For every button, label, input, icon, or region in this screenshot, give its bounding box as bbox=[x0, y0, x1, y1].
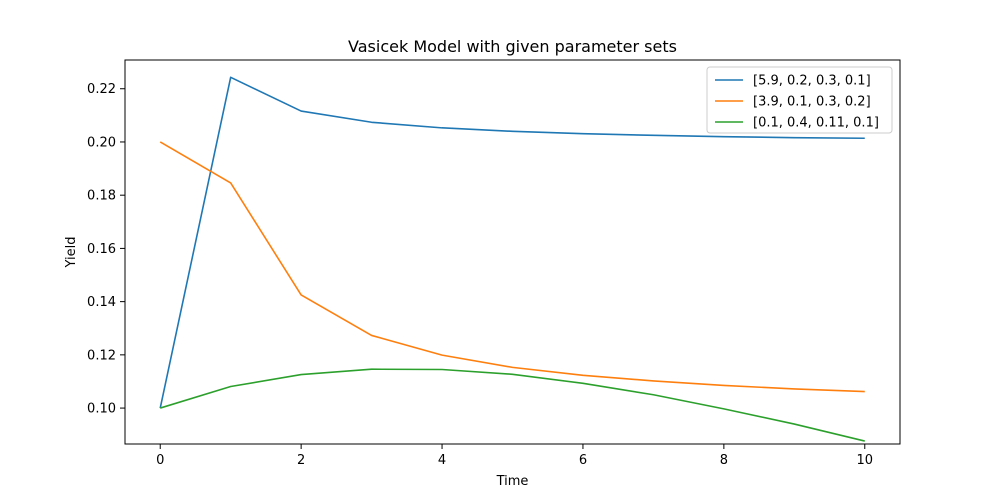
x-tick-label: 8 bbox=[720, 453, 728, 468]
y-tick-label: 0.14 bbox=[87, 295, 116, 310]
legend-label-3: [0.1, 0.4, 0.11, 0.1] bbox=[753, 116, 879, 131]
x-axis-label: Time bbox=[496, 474, 529, 489]
legend-label-1: [5.9, 0.2, 0.3, 0.1] bbox=[753, 74, 871, 89]
series-line-2 bbox=[159, 141, 865, 393]
legend-box bbox=[706, 66, 893, 134]
series-line-1 bbox=[159, 76, 865, 409]
x-tick-label: 2 bbox=[297, 453, 305, 468]
y-tick-label: 0.10 bbox=[87, 402, 116, 417]
x-axis-ticks: 0 2 4 6 8 10 bbox=[156, 444, 873, 468]
x-tick-label: 6 bbox=[579, 453, 587, 468]
axes-frame bbox=[124, 59, 901, 445]
y-tick-label: 0.16 bbox=[87, 242, 116, 257]
legend-label-2: [3.9, 0.1, 0.3, 0.2] bbox=[753, 95, 871, 110]
y-tick-label: 0.12 bbox=[87, 348, 116, 363]
y-axis-label: Yield bbox=[64, 237, 79, 269]
y-tick-label: 0.22 bbox=[87, 82, 116, 97]
y-axis-ticks: 0.10 0.12 0.14 0.16 0.18 0.20 0.22 bbox=[87, 82, 125, 417]
series-lines bbox=[159, 76, 865, 442]
series-line-3 bbox=[159, 368, 865, 442]
x-tick-label: 0 bbox=[156, 453, 164, 468]
y-tick-label: 0.20 bbox=[87, 135, 116, 150]
legend: [5.9, 0.2, 0.3, 0.1] [3.9, 0.1, 0.3, 0.2]… bbox=[706, 66, 893, 134]
y-tick-label: 0.18 bbox=[87, 189, 116, 204]
x-tick-label: 10 bbox=[856, 453, 873, 468]
chart-title: Vasicek Model with given parameter sets bbox=[348, 37, 677, 56]
x-tick-label: 4 bbox=[438, 453, 446, 468]
